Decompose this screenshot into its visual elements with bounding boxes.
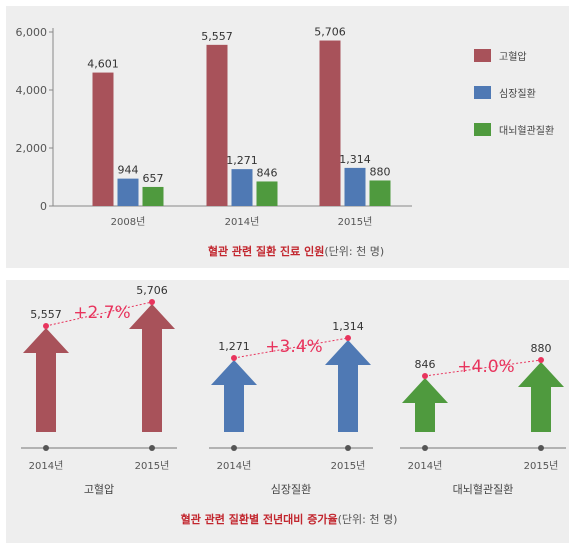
growth-arrow — [23, 328, 69, 432]
timeline-dot — [149, 445, 155, 451]
bar — [92, 72, 114, 206]
percent-change: +3.4% — [265, 337, 322, 357]
timeline-dot — [422, 445, 428, 451]
change-point — [422, 373, 428, 379]
growth-arrow — [211, 360, 257, 432]
change-connector — [424, 359, 542, 377]
caption-title: 혈관 관련 질환별 전년대비 증가율 — [181, 512, 338, 526]
bar-value-label: 657 — [143, 172, 164, 185]
bar — [206, 44, 228, 206]
y-tick-label: 2,000 — [16, 142, 48, 155]
year-label: 2014년 — [29, 460, 64, 472]
value-label: 5,706 — [136, 284, 168, 297]
year-label: 2015년 — [135, 460, 170, 472]
bar-value-label: 4,601 — [87, 58, 119, 71]
bar-value-label: 846 — [257, 166, 278, 179]
x-tick-label: 2008년 — [111, 216, 146, 228]
growth-arrow — [402, 378, 448, 432]
value-label: 5,557 — [30, 308, 62, 321]
chart-caption: 혈관 관련 질환 진료 인원(단위: 천 명) — [208, 244, 384, 258]
legend-swatch — [474, 86, 491, 99]
change-point — [231, 355, 237, 361]
y-tick-label: 6,000 — [16, 26, 48, 39]
year-label: 2015년 — [524, 460, 559, 472]
change-point — [345, 335, 351, 341]
bar — [256, 181, 278, 206]
bar-value-label: 944 — [118, 164, 139, 177]
timeline-dot — [43, 445, 49, 451]
legend-label: 고혈압 — [499, 50, 527, 63]
percent-change: +4.0% — [457, 357, 514, 377]
value-label: 880 — [531, 342, 552, 355]
caption-unit: (단위: 천 명) — [338, 512, 398, 526]
change-point — [43, 323, 49, 329]
chart-caption: 혈관 관련 질환별 전년대비 증가율(단위: 천 명) — [181, 512, 398, 526]
y-tick-label: 0 — [40, 200, 47, 213]
legend-label: 대뇌혈관질환 — [499, 124, 554, 137]
bar — [142, 186, 164, 206]
bar — [369, 180, 391, 206]
value-label: 1,314 — [332, 320, 364, 333]
y-tick-label: 4,000 — [16, 84, 48, 97]
percent-change: +2.7% — [73, 303, 130, 323]
caption-unit: (단위: 천 명) — [324, 244, 384, 258]
bar — [231, 169, 253, 206]
legend-label: 심장질환 — [499, 88, 536, 100]
timeline-dot — [345, 445, 351, 451]
growth-arrow — [325, 340, 371, 432]
x-tick-label: 2014년 — [225, 216, 260, 228]
growth-arrow — [129, 304, 175, 432]
growth-arrow — [518, 362, 564, 432]
bar-value-label: 5,557 — [201, 30, 233, 43]
bar-chart-panel: 0 2,000 4,000 6,000 4,601 944 657 2008년 5,557 1,2… — [6, 6, 569, 268]
group-label: 고혈압 — [84, 482, 114, 496]
change-point — [149, 299, 155, 305]
legend-swatch — [474, 49, 491, 62]
year-label: 2014년 — [408, 460, 443, 472]
value-label: 846 — [415, 358, 436, 371]
bar-value-label: 1,271 — [226, 154, 258, 167]
bar-value-label: 880 — [370, 165, 391, 178]
group-label: 대뇌혈관질환 — [453, 482, 514, 496]
group-label: 심장질환 — [271, 483, 311, 496]
bar-chart: 0 2,000 4,000 6,000 4,601 944 657 2008년 5,557 1,2… — [16, 26, 555, 258]
bar-value-label: 5,706 — [314, 26, 346, 39]
change-connector — [233, 337, 349, 359]
timeline-dot — [231, 445, 237, 451]
x-tick-label: 2015년 — [338, 216, 373, 228]
legend-swatch — [474, 123, 491, 136]
bar — [117, 178, 139, 206]
bar — [319, 40, 341, 206]
year-label: 2015년 — [331, 460, 366, 472]
timeline-dot — [538, 445, 544, 451]
value-label: 1,271 — [218, 340, 250, 353]
year-label: 2014년 — [217, 460, 252, 472]
bar — [344, 167, 366, 206]
bar-value-label: 1,314 — [339, 153, 371, 166]
change-point — [538, 357, 544, 363]
caption-title: 혈관 관련 질환 진료 인원 — [208, 244, 325, 258]
